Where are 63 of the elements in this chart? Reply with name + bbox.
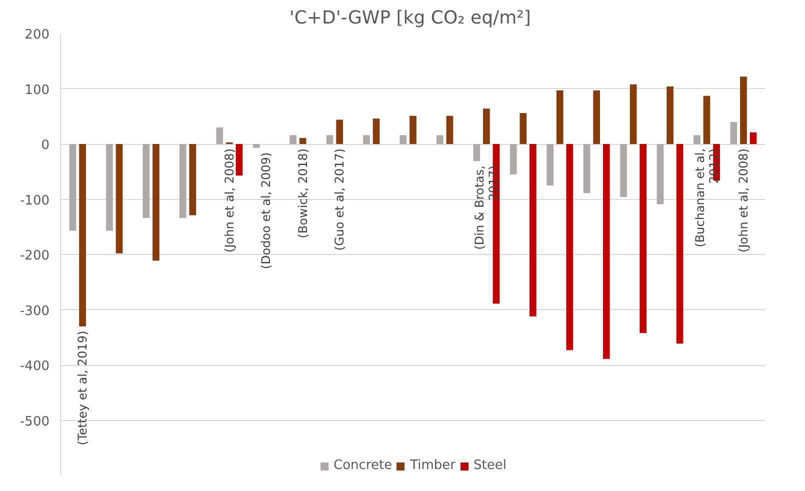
bar: [640, 144, 647, 333]
bar: [410, 116, 416, 144]
y-tick-label: 200: [24, 28, 50, 42]
bar: [694, 135, 700, 144]
legend-label: Timber: [410, 458, 456, 473]
bar: [676, 144, 684, 344]
bar: [142, 144, 150, 218]
legend-label: Steel: [474, 458, 506, 473]
bar: [290, 135, 296, 144]
x-tick-label: (John et al, 2008): [736, 148, 750, 252]
bar: [336, 120, 343, 144]
x-tick-label: (Tettey et al, 2019): [76, 330, 90, 446]
bar: [666, 86, 674, 144]
bar: [656, 144, 664, 204]
bar: [583, 144, 590, 194]
bar: [556, 90, 564, 144]
bar: [446, 116, 454, 144]
y-tick-label: 100: [24, 82, 50, 98]
legend-label: Concrete: [334, 458, 392, 473]
bar: [473, 144, 480, 162]
bar: [750, 132, 757, 144]
bar: [69, 144, 76, 231]
bar: [510, 144, 517, 174]
bar: [602, 144, 610, 359]
y-tick-label: -400: [20, 359, 50, 374]
bar: [566, 144, 574, 350]
bar: [79, 144, 86, 326]
bar: [520, 113, 527, 144]
x-tick-label: (Guo et al, 2017): [332, 148, 347, 251]
x-tick-label: (John et al, 2008): [222, 148, 236, 252]
bar: [106, 144, 113, 231]
bar: [372, 118, 380, 144]
bar: [236, 144, 243, 176]
bar: [189, 144, 196, 216]
bar: [630, 84, 637, 144]
bar: [252, 144, 260, 148]
x-tick-label: (Bowick, 2018): [296, 148, 310, 238]
x-tick-label: (Buchanan et al, 2012): [692, 148, 721, 248]
y-tick-label: -500: [20, 414, 50, 430]
bar: [326, 135, 334, 144]
bar: [620, 144, 627, 198]
bar: [483, 108, 490, 144]
bar: [152, 144, 160, 261]
bar: [730, 122, 738, 144]
y-tick-label: -200: [20, 248, 50, 264]
bar: [530, 144, 536, 316]
bar: [436, 135, 444, 144]
bar: [116, 144, 123, 254]
bar: [216, 127, 224, 144]
bar: [299, 138, 306, 144]
x-tick-label: (Dodoo et al, 2009): [259, 152, 274, 270]
bar: [400, 135, 407, 144]
chart-title: 'C+D'-GWP [kg CO₂ eq/m²]: [289, 8, 531, 28]
bar: [363, 135, 370, 144]
y-tick-label: 0: [41, 138, 50, 153]
bar: [179, 144, 186, 218]
bar: [703, 96, 710, 144]
x-tick-label: (Din & Brotas, 2017): [472, 166, 500, 250]
y-tick-label: -300: [20, 304, 50, 319]
bar: [593, 90, 600, 144]
bar: [740, 76, 747, 144]
y-tick-label: -100: [20, 193, 50, 208]
bar: [546, 144, 554, 186]
